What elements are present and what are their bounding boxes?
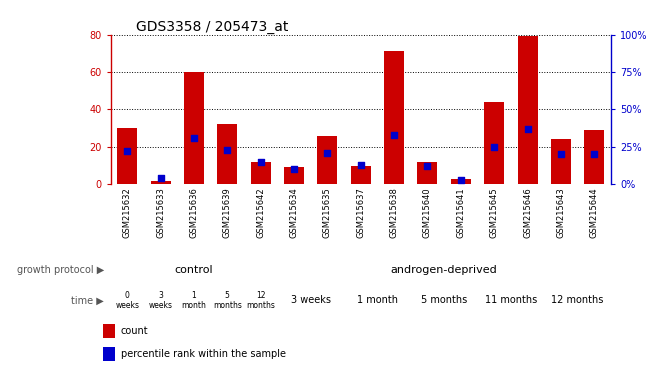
Text: 3
weeks: 3 weeks	[149, 291, 172, 310]
Bar	[103, 324, 116, 338]
Text: 5 months: 5 months	[421, 295, 467, 306]
Bar	[384, 51, 404, 184]
Bar	[284, 167, 304, 184]
Point	[122, 148, 133, 154]
Bar	[551, 139, 571, 184]
Point	[523, 126, 533, 132]
Point	[422, 163, 433, 169]
Text: count: count	[121, 326, 148, 336]
Text: 12 months: 12 months	[551, 295, 604, 306]
Text: time ▶: time ▶	[72, 295, 104, 306]
Point	[589, 151, 599, 157]
Point	[322, 150, 333, 156]
Bar	[251, 162, 270, 184]
Bar	[103, 347, 116, 361]
Bar	[517, 36, 538, 184]
Bar	[451, 179, 471, 184]
Bar	[184, 72, 204, 184]
Text: 0
weeks: 0 weeks	[115, 291, 139, 310]
Bar	[351, 166, 370, 184]
Bar	[317, 136, 337, 184]
Point	[255, 159, 266, 165]
Text: 3 weeks: 3 weeks	[291, 295, 331, 306]
Text: 1 month: 1 month	[357, 295, 398, 306]
Text: control: control	[175, 265, 213, 275]
Text: 12
months: 12 months	[246, 291, 275, 310]
Bar	[217, 124, 237, 184]
Text: androgen-deprived: androgen-deprived	[391, 265, 497, 275]
Bar	[484, 102, 504, 184]
Point	[222, 147, 233, 153]
Text: percentile rank within the sample: percentile rank within the sample	[121, 349, 285, 359]
Point	[289, 166, 299, 172]
Bar	[151, 180, 170, 184]
Text: growth protocol ▶: growth protocol ▶	[17, 265, 104, 275]
Text: GDS3358 / 205473_at: GDS3358 / 205473_at	[136, 20, 288, 33]
Point	[389, 132, 399, 138]
Point	[188, 135, 199, 141]
Point	[356, 162, 366, 168]
Point	[155, 175, 166, 181]
Bar	[117, 128, 137, 184]
Bar	[584, 130, 604, 184]
Point	[456, 177, 466, 183]
Bar	[417, 162, 437, 184]
Text: 1
month: 1 month	[181, 291, 206, 310]
Text: 5
months: 5 months	[213, 291, 242, 310]
Point	[556, 151, 566, 157]
Text: 11 months: 11 months	[485, 295, 537, 306]
Point	[489, 144, 499, 150]
